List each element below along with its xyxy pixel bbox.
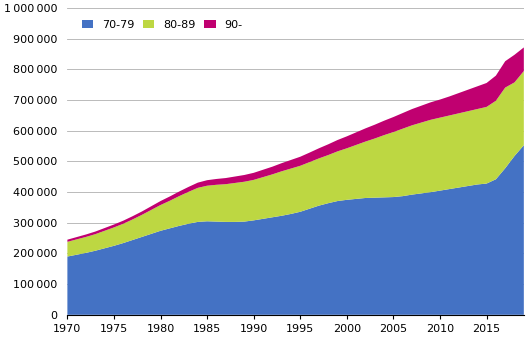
Legend: 70-79, 80-89, 90-: 70-79, 80-89, 90-: [78, 15, 247, 34]
